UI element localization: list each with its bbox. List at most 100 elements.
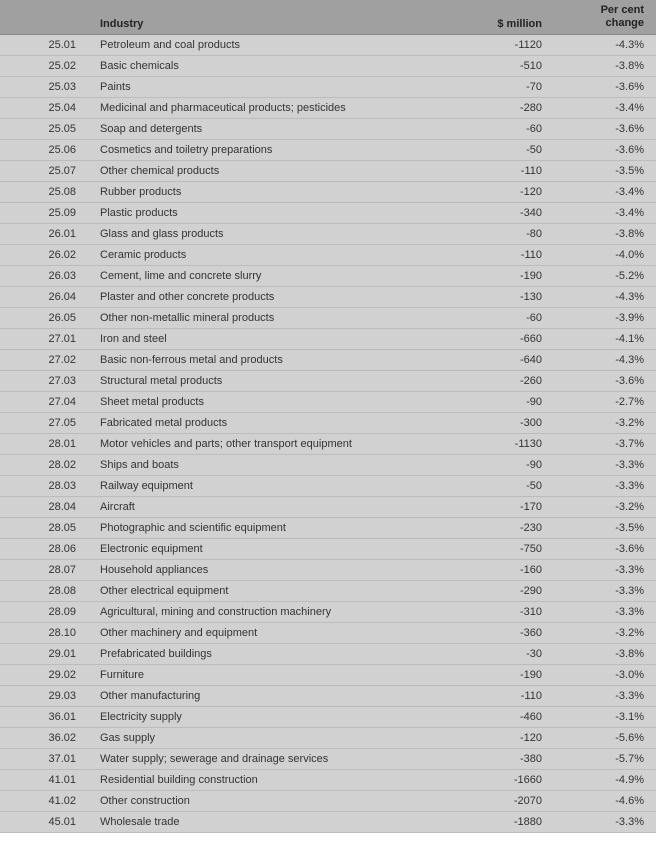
table-row: 25.04Medicinal and pharmaceutical produc… (0, 98, 656, 119)
cell-change: -4.0% (548, 245, 656, 266)
cell-million: -110 (436, 161, 548, 182)
cell-code: 28.02 (0, 455, 94, 476)
header-industry: Industry (94, 0, 436, 35)
cell-code: 28.03 (0, 476, 94, 497)
cell-industry: Other non-metallic mineral products (94, 308, 436, 329)
cell-million: -60 (436, 119, 548, 140)
cell-change: -4.9% (548, 770, 656, 791)
table-row: 28.06Electronic equipment-750-3.6% (0, 539, 656, 560)
cell-million: -280 (436, 98, 548, 119)
cell-industry: Other construction (94, 791, 436, 812)
cell-industry: Cosmetics and toiletry preparations (94, 140, 436, 161)
cell-code: 25.08 (0, 182, 94, 203)
cell-code: 26.05 (0, 308, 94, 329)
cell-change: -3.6% (548, 119, 656, 140)
cell-million: -1130 (436, 434, 548, 455)
table-row: 25.01Petroleum and coal products-1120-4.… (0, 35, 656, 56)
cell-code: 25.03 (0, 77, 94, 98)
table-row: 28.03Railway equipment-50-3.3% (0, 476, 656, 497)
table-body: 25.01Petroleum and coal products-1120-4.… (0, 35, 656, 833)
cell-change: -3.3% (548, 455, 656, 476)
table-row: 28.08Other electrical equipment-290-3.3% (0, 581, 656, 602)
header-change-line2: change (605, 17, 644, 29)
cell-code: 27.01 (0, 329, 94, 350)
cell-code: 29.02 (0, 665, 94, 686)
cell-industry: Other chemical products (94, 161, 436, 182)
cell-industry: Plastic products (94, 203, 436, 224)
cell-code: 26.04 (0, 287, 94, 308)
cell-code: 28.10 (0, 623, 94, 644)
table-row: 28.10Other machinery and equipment-360-3… (0, 623, 656, 644)
cell-change: -3.0% (548, 665, 656, 686)
cell-code: 29.01 (0, 644, 94, 665)
cell-industry: Basic chemicals (94, 56, 436, 77)
cell-code: 36.01 (0, 707, 94, 728)
cell-million: -190 (436, 266, 548, 287)
table-row: 45.01Wholesale trade-1880-3.3% (0, 812, 656, 833)
cell-million: -110 (436, 686, 548, 707)
cell-industry: Prefabricated buildings (94, 644, 436, 665)
table-row: 41.02Other construction-2070-4.6% (0, 791, 656, 812)
cell-industry: Plaster and other concrete products (94, 287, 436, 308)
cell-code: 27.04 (0, 392, 94, 413)
cell-million: -90 (436, 392, 548, 413)
cell-industry: Fabricated metal products (94, 413, 436, 434)
cell-change: -3.3% (548, 812, 656, 833)
cell-industry: Basic non-ferrous metal and products (94, 350, 436, 371)
cell-code: 25.05 (0, 119, 94, 140)
cell-industry: Gas supply (94, 728, 436, 749)
cell-million: -1660 (436, 770, 548, 791)
cell-industry: Wholesale trade (94, 812, 436, 833)
cell-industry: Residential building construction (94, 770, 436, 791)
table-row: 26.01Glass and glass products-80-3.8% (0, 224, 656, 245)
table-row: 27.01Iron and steel-660-4.1% (0, 329, 656, 350)
cell-industry: Other machinery and equipment (94, 623, 436, 644)
cell-change: -3.2% (548, 497, 656, 518)
cell-industry: Soap and detergents (94, 119, 436, 140)
table-row: 28.04Aircraft-170-3.2% (0, 497, 656, 518)
cell-code: 27.05 (0, 413, 94, 434)
cell-change: -3.8% (548, 644, 656, 665)
table-row: 27.05Fabricated metal products-300-3.2% (0, 413, 656, 434)
cell-change: -3.6% (548, 539, 656, 560)
cell-industry: Other manufacturing (94, 686, 436, 707)
header-million: $ million (436, 0, 548, 35)
cell-industry: Iron and steel (94, 329, 436, 350)
cell-industry: Aircraft (94, 497, 436, 518)
table-row: 25.06Cosmetics and toiletry preparations… (0, 140, 656, 161)
table-row: 28.09Agricultural, mining and constructi… (0, 602, 656, 623)
cell-million: -190 (436, 665, 548, 686)
cell-industry: Other electrical equipment (94, 581, 436, 602)
cell-million: -300 (436, 413, 548, 434)
cell-million: -120 (436, 182, 548, 203)
cell-code: 28.04 (0, 497, 94, 518)
cell-change: -4.3% (548, 287, 656, 308)
cell-industry: Household appliances (94, 560, 436, 581)
table-row: 41.01Residential building construction-1… (0, 770, 656, 791)
table-row: 26.02Ceramic products-110-4.0% (0, 245, 656, 266)
cell-code: 28.07 (0, 560, 94, 581)
cell-million: -80 (436, 224, 548, 245)
table-row: 28.01Motor vehicles and parts; other tra… (0, 434, 656, 455)
cell-industry: Motor vehicles and parts; other transpor… (94, 434, 436, 455)
cell-industry: Structural metal products (94, 371, 436, 392)
cell-code: 27.02 (0, 350, 94, 371)
cell-change: -3.7% (548, 434, 656, 455)
table-row: 26.03Cement, lime and concrete slurry-19… (0, 266, 656, 287)
cell-code: 41.01 (0, 770, 94, 791)
cell-code: 28.09 (0, 602, 94, 623)
cell-change: -4.3% (548, 350, 656, 371)
table-row: 25.09Plastic products-340-3.4% (0, 203, 656, 224)
cell-million: -110 (436, 245, 548, 266)
cell-code: 25.01 (0, 35, 94, 56)
table-row: 25.02Basic chemicals-510-3.8% (0, 56, 656, 77)
cell-code: 27.03 (0, 371, 94, 392)
cell-million: -50 (436, 140, 548, 161)
table-row: 29.03Other manufacturing-110-3.3% (0, 686, 656, 707)
cell-million: -70 (436, 77, 548, 98)
cell-change: -3.6% (548, 140, 656, 161)
cell-industry: Rubber products (94, 182, 436, 203)
header-code (0, 0, 94, 35)
cell-code: 28.05 (0, 518, 94, 539)
cell-million: -360 (436, 623, 548, 644)
